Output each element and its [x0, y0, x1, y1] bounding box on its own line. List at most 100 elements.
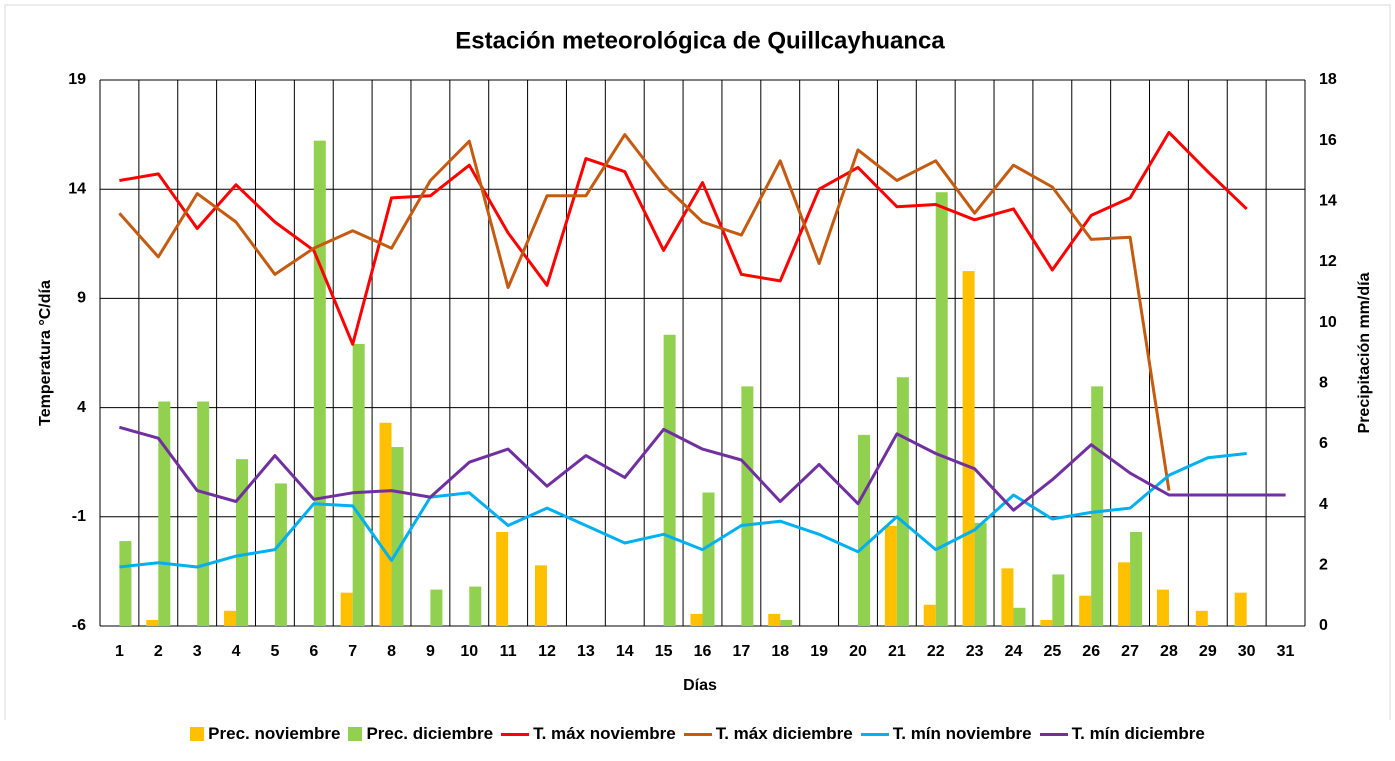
legend-item: T. mín diciembre: [1039, 724, 1205, 744]
y-tick-label: 19: [68, 71, 86, 88]
bar: [1013, 607, 1026, 626]
bar: [1079, 595, 1092, 626]
x-axis-title: Días: [683, 677, 717, 694]
y2-tick-label: 18: [1319, 71, 1337, 88]
legend-swatch: [190, 727, 205, 741]
x-tick-label: 11: [500, 643, 517, 660]
x-tick-label: 20: [849, 643, 867, 660]
y2-tick-label: 16: [1319, 132, 1337, 149]
y2-axis-title: Precipitación mm/día: [1356, 272, 1373, 433]
y2-tick-label: 12: [1319, 253, 1337, 270]
bar: [274, 483, 287, 626]
y2-tick-label: 14: [1319, 193, 1337, 210]
chart-title: Estación meteorológica de Quillcayhuanca: [455, 27, 945, 54]
y2-tick-label: 8: [1319, 375, 1328, 392]
bar: [1040, 619, 1053, 626]
y2-tick-label: 10: [1319, 314, 1337, 331]
bar: [391, 447, 404, 626]
y2-tick-label: 2: [1319, 557, 1328, 574]
x-tick-label: 25: [1043, 643, 1061, 660]
x-tick-label: 16: [694, 643, 712, 660]
x-tick-label: 26: [1082, 643, 1100, 660]
x-tick-label: 29: [1199, 643, 1217, 660]
legend-swatch: [683, 732, 712, 736]
legend-item: Prec. diciembre: [348, 724, 493, 744]
x-tick-label: 19: [810, 643, 828, 660]
bar: [236, 459, 249, 626]
legend-label: T. mín noviembre: [892, 724, 1032, 743]
x-tick-label: 24: [1005, 643, 1023, 660]
bar: [496, 531, 509, 626]
y-axis-title: Temperatura °C/día: [37, 280, 54, 426]
legend-label: T. máx noviembre: [533, 724, 676, 743]
x-tick-label: 21: [888, 643, 906, 660]
bar: [535, 565, 548, 626]
x-tick-label: 14: [616, 643, 634, 660]
legend-item: T. máx diciembre: [683, 724, 853, 744]
bar: [741, 386, 754, 626]
bar: [663, 334, 676, 626]
bar: [974, 522, 987, 626]
line: [119, 452, 1247, 569]
bar: [158, 401, 171, 626]
bar: [1130, 531, 1143, 626]
x-tick-label: 31: [1277, 643, 1295, 660]
line: [119, 130, 1248, 346]
bar: [884, 525, 897, 626]
x-tick-label: 27: [1121, 643, 1139, 660]
bar: [690, 613, 703, 626]
line: [118, 425, 1286, 512]
legend-swatch: [1039, 732, 1068, 736]
bar: [780, 619, 793, 626]
legend-item: Prec. noviembre: [190, 724, 340, 744]
bar: [923, 604, 936, 626]
bar: [313, 140, 326, 626]
bar: [224, 610, 237, 626]
bar: [430, 589, 443, 626]
bar: [469, 586, 482, 626]
bar: [702, 492, 715, 626]
bar: [1234, 592, 1247, 626]
bar: [146, 619, 159, 626]
bar: [119, 541, 132, 626]
legend-label: T. máx diciembre: [715, 724, 853, 743]
bar: [768, 613, 781, 626]
y-tick-label: -6: [72, 617, 86, 634]
chart: Estación meteorológica de Quillcayhuanca…: [4, 4, 1391, 720]
legend-swatch: [348, 727, 363, 741]
x-tick-label: 18: [771, 643, 789, 660]
bar: [340, 592, 353, 626]
legend: Prec. noviembre Prec. diciembre T. máx nov…: [0, 724, 1395, 744]
legend-swatch: [501, 732, 530, 736]
x-tick-label: 30: [1238, 643, 1256, 660]
bar: [379, 422, 392, 626]
x-tick-label: 9: [426, 643, 435, 660]
bar: [1195, 610, 1208, 626]
bar: [935, 192, 948, 626]
legend-label: Prec. diciembre: [366, 724, 494, 743]
legend-label: T. mín diciembre: [1071, 724, 1205, 743]
bar: [857, 434, 870, 626]
legend-swatch: [860, 732, 889, 736]
x-tick-label: 13: [577, 643, 595, 660]
y-tick-label: 4: [77, 399, 86, 416]
x-tick-label: 8: [387, 643, 396, 660]
y2-tick-label: 6: [1319, 435, 1328, 452]
legend-label: Prec. noviembre: [208, 724, 341, 743]
x-tick-label: 5: [270, 643, 279, 660]
bar: [1118, 562, 1131, 626]
x-tick-label: 12: [538, 643, 556, 660]
legend-item: T. máx noviembre: [501, 724, 676, 744]
y-tick-label: 9: [77, 290, 86, 307]
bar: [1091, 386, 1104, 626]
y2-tick-label: 0: [1319, 617, 1328, 634]
bar: [896, 377, 909, 626]
x-tick-label: 15: [655, 643, 673, 660]
y-tick-label: 14: [68, 180, 86, 197]
x-tick-label: 28: [1160, 643, 1178, 660]
chart-border: [4, 4, 1391, 720]
x-tick-label: 3: [193, 643, 202, 660]
bar: [1001, 568, 1014, 626]
legend-item: T. mín noviembre: [860, 724, 1032, 744]
